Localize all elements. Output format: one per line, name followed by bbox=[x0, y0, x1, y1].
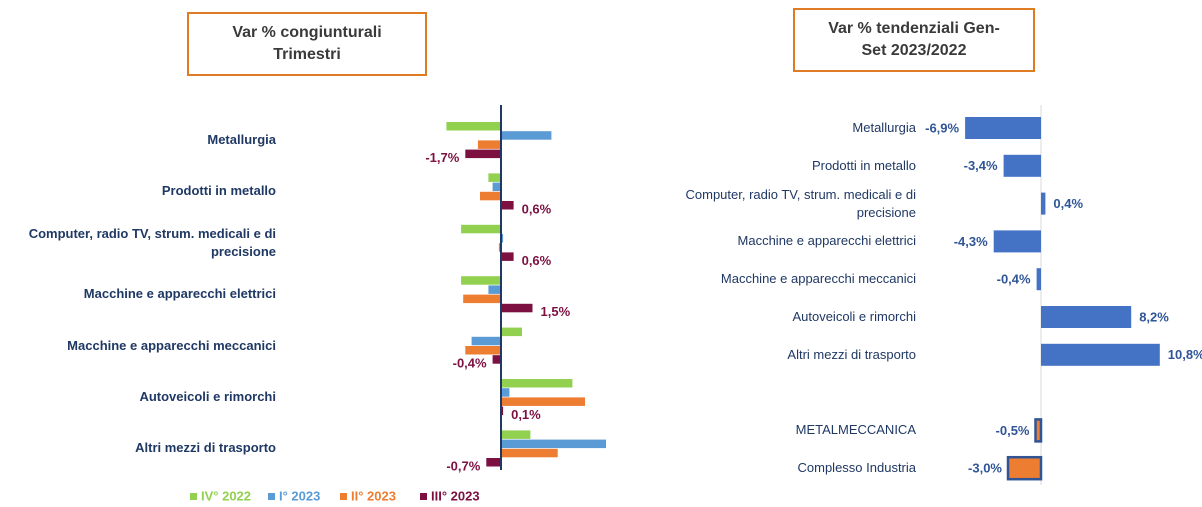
legend-swatch bbox=[420, 493, 427, 500]
value-label: -4,3% bbox=[954, 234, 988, 249]
bar bbox=[1003, 154, 1041, 177]
bar bbox=[501, 303, 533, 313]
value-label: 8,2% bbox=[1139, 309, 1169, 324]
category-label: Macchine e apparecchi elettrici bbox=[83, 286, 276, 302]
category-label: Metallurgia bbox=[852, 120, 916, 135]
category-label: Metallurgia bbox=[207, 132, 276, 147]
title-box: Var % congiunturali Trimestri bbox=[187, 12, 427, 76]
value-label: 0,4% bbox=[1053, 196, 1083, 211]
value-label: -0,7% bbox=[446, 458, 480, 473]
bar bbox=[1006, 455, 1043, 481]
bar bbox=[501, 131, 552, 140]
value-label: 10,8% bbox=[1168, 347, 1202, 362]
value-label: 0,6% bbox=[522, 253, 552, 268]
value-label: -3,4% bbox=[964, 158, 998, 173]
legend-swatch bbox=[268, 493, 275, 500]
bar bbox=[461, 224, 501, 234]
bar bbox=[461, 276, 501, 285]
bar bbox=[501, 406, 504, 416]
chart-title: Var % tendenziali Gen-Set 2023/2022 bbox=[828, 20, 1000, 59]
value-label: -0,4% bbox=[453, 356, 487, 371]
value-label: -3,0% bbox=[968, 461, 1002, 476]
bar bbox=[501, 327, 522, 337]
bar bbox=[501, 448, 558, 458]
bar bbox=[488, 285, 501, 294]
value-label: -0,5% bbox=[996, 423, 1030, 438]
category-label: Autoveicoli e rimorchi bbox=[139, 389, 276, 404]
category-label: Computer, radio TV, strum. medicali e di… bbox=[685, 186, 917, 220]
category-label: Altri mezzi di trasporto bbox=[135, 440, 276, 456]
category-label: Altri mezzi di trasporto bbox=[787, 346, 916, 362]
category-label: Autoveicoli e rimorchi bbox=[792, 309, 916, 324]
bar bbox=[1034, 418, 1043, 443]
bar bbox=[486, 458, 501, 467]
bar bbox=[1041, 306, 1132, 328]
legend-label: I° 2023 bbox=[279, 488, 320, 503]
legend-label: II° 2023 bbox=[351, 488, 396, 503]
bar bbox=[993, 230, 1041, 253]
bar bbox=[501, 252, 514, 261]
category-label: METALMECCANICA bbox=[795, 422, 916, 438]
category-label: Prodotti in metallo bbox=[161, 183, 276, 199]
bar bbox=[501, 439, 606, 449]
bar bbox=[465, 346, 501, 355]
value-label: 0,1% bbox=[511, 407, 541, 422]
bar bbox=[498, 243, 501, 252]
bar bbox=[501, 234, 504, 243]
category-label: Macchine e apparecchi meccanici bbox=[720, 271, 916, 287]
bar bbox=[492, 182, 501, 192]
category-label: Computer, radio TV, strum. medicali e di… bbox=[28, 225, 276, 259]
bar bbox=[492, 355, 501, 364]
title-box: Var % tendenziali Gen-Set 2023/2022 bbox=[793, 8, 1035, 72]
category-label: Macchine e apparecchi elettrici bbox=[737, 233, 916, 249]
legend-swatch bbox=[190, 493, 197, 500]
value-label: 1,5% bbox=[541, 304, 571, 319]
bar bbox=[1041, 192, 1046, 215]
bar bbox=[471, 336, 501, 346]
bar bbox=[501, 388, 510, 397]
chart-title: Var % congiunturali Trimestri bbox=[232, 24, 382, 63]
bar bbox=[501, 430, 531, 439]
bar bbox=[488, 173, 501, 182]
category-label: Prodotti in metallo bbox=[811, 157, 916, 173]
value-label: 0,6% bbox=[522, 201, 552, 216]
bar bbox=[480, 191, 501, 201]
value-label: -6,9% bbox=[925, 120, 959, 135]
bar bbox=[477, 140, 501, 149]
bar bbox=[501, 379, 573, 388]
category-label: Complesso Industria bbox=[797, 460, 917, 476]
bar bbox=[1036, 268, 1041, 291]
bar bbox=[501, 397, 585, 406]
value-label: -0,4% bbox=[997, 272, 1031, 287]
bar bbox=[1041, 343, 1160, 366]
legend-swatch bbox=[340, 493, 347, 500]
category-label: Macchine e apparecchi meccanici bbox=[67, 337, 276, 353]
bar bbox=[501, 201, 514, 210]
legend-label: IV° 2022 bbox=[201, 488, 251, 503]
legend-label: III° 2023 bbox=[431, 488, 480, 503]
bar bbox=[463, 294, 501, 304]
bar bbox=[965, 117, 1041, 139]
bar bbox=[446, 122, 501, 131]
value-label: -1,7% bbox=[425, 150, 459, 165]
bar bbox=[465, 149, 501, 159]
